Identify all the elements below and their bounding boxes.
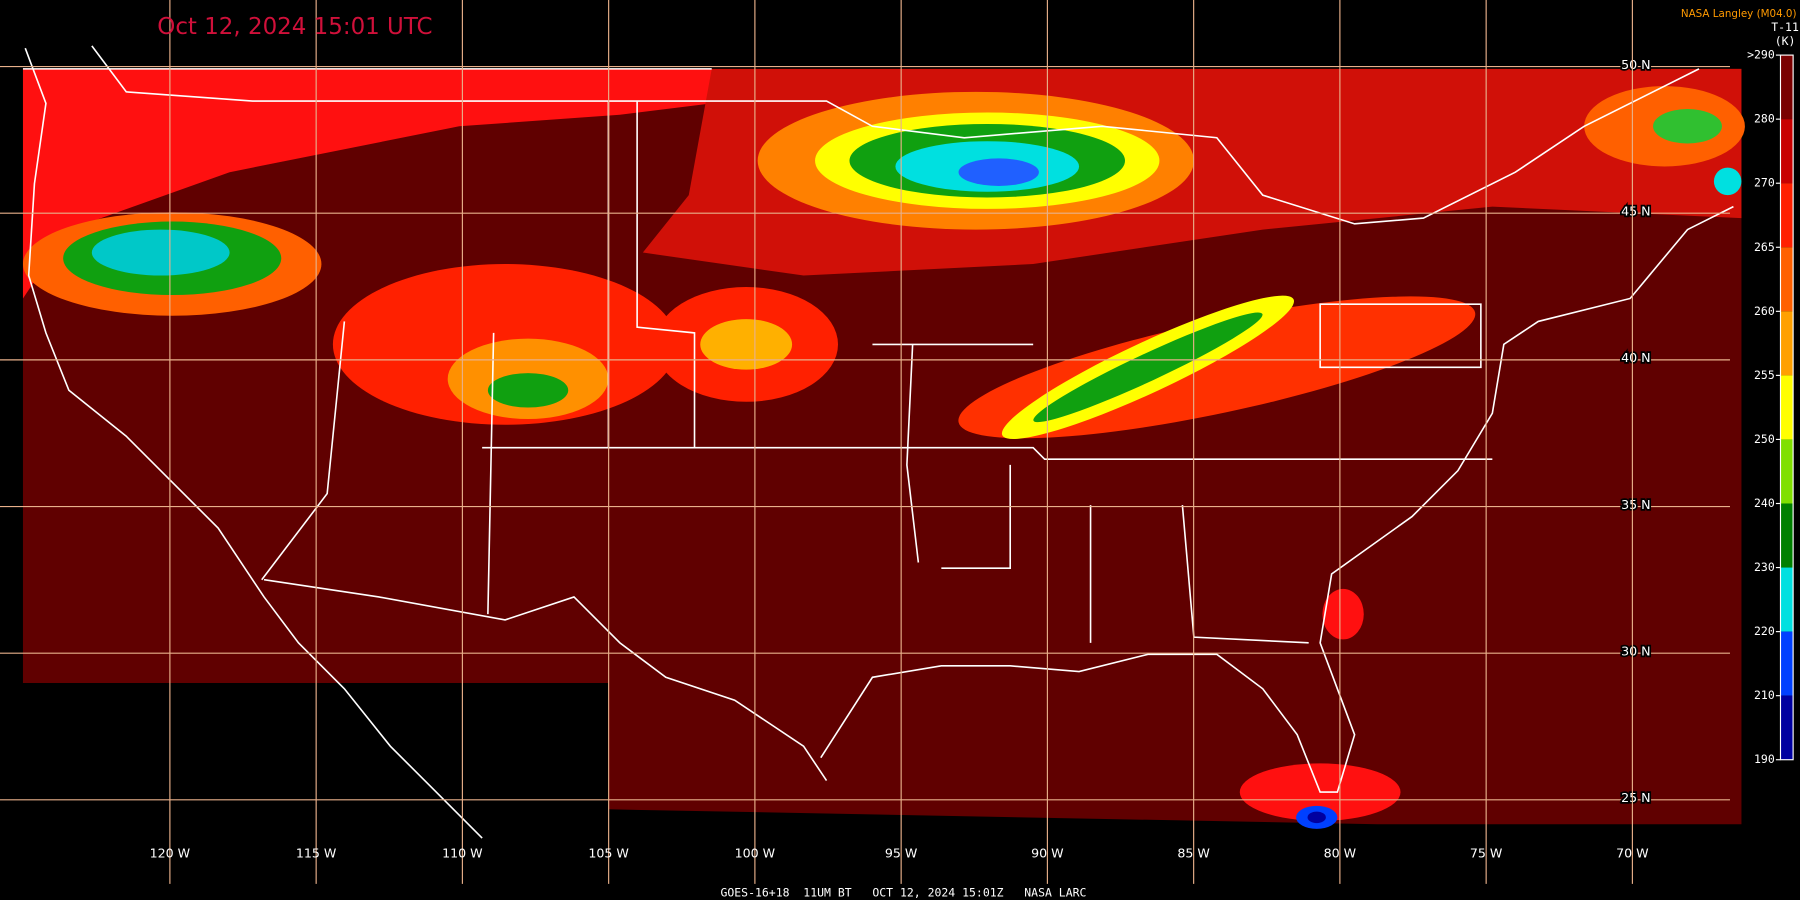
colorbar-segment xyxy=(1780,439,1794,504)
longitude-label: 90 W xyxy=(1031,846,1064,861)
longitude-label: 95 W xyxy=(885,846,918,861)
footer: GOES-16+18 11UM BT OCT 12, 2024 15:01Z N… xyxy=(720,886,1086,900)
colorbar-label: 270 xyxy=(1754,176,1775,190)
latitude-label: 50 N xyxy=(1621,57,1651,72)
legend-unit: (K) xyxy=(1775,34,1796,48)
colorbar-label: 250 xyxy=(1754,432,1775,446)
legend-title: T-11 xyxy=(1771,20,1799,34)
colorbar-segment xyxy=(1780,247,1794,312)
longitude-label: 70 W xyxy=(1616,846,1649,861)
colorbar-segment xyxy=(1780,631,1794,696)
colorbar-label: 265 xyxy=(1754,240,1775,254)
latitude-label: 30 N xyxy=(1621,644,1651,659)
longitude-label: 85 W xyxy=(1177,846,1210,861)
imagery-area xyxy=(22,68,1742,825)
colorbar-segment xyxy=(1780,503,1794,568)
longitude-label: 120 W xyxy=(150,846,191,861)
longitude-label: 75 W xyxy=(1470,846,1503,861)
colorbar-segment xyxy=(1780,119,1794,184)
colorbar-segment xyxy=(1780,567,1794,632)
colorbar-label: 260 xyxy=(1754,304,1775,318)
latitude-label: 25 N xyxy=(1621,790,1651,805)
colorbar-label: 230 xyxy=(1754,560,1775,574)
longitude-label: 100 W xyxy=(735,846,776,861)
colorbar: >290 280 270 265 260 255 250 240 230 220 210 190 xyxy=(1747,48,1794,766)
credit: NASA Langley (M04.0) xyxy=(1681,8,1797,20)
longitude-label: 105 W xyxy=(588,846,629,861)
colorbar-segment xyxy=(1780,375,1794,440)
colorbar-label: 220 xyxy=(1754,624,1775,638)
colorbar-segment xyxy=(1780,55,1794,120)
colorbar-segment xyxy=(1780,183,1794,248)
colorbar-segment xyxy=(1780,311,1794,376)
latitude-label: 40 N xyxy=(1621,350,1651,365)
latitude-label: 45 N xyxy=(1621,204,1651,219)
colorbar-label: 255 xyxy=(1754,368,1775,382)
colorbar-label: 190 xyxy=(1754,752,1775,766)
longitude-label: 115 W xyxy=(296,846,337,861)
graticule: 50 N 45 N 40 N 35 N 30 N 25 N 120 W 115 W 110 W 1… xyxy=(0,0,1730,884)
colorbar-segment xyxy=(1780,695,1794,760)
colorbar-label: 280 xyxy=(1754,112,1775,126)
colorbar-frame xyxy=(1779,54,1794,761)
longitude-label: 80 W xyxy=(1324,846,1357,861)
colorbar-label: >290 xyxy=(1747,48,1775,62)
colorbar-label: 210 xyxy=(1754,688,1775,702)
latitude-label: 35 N xyxy=(1621,497,1651,512)
longitude-label: 110 W xyxy=(442,846,483,861)
timestamp: Oct 12, 2024 15:01 UTC xyxy=(157,14,432,40)
colorbar-label: 240 xyxy=(1754,496,1775,510)
